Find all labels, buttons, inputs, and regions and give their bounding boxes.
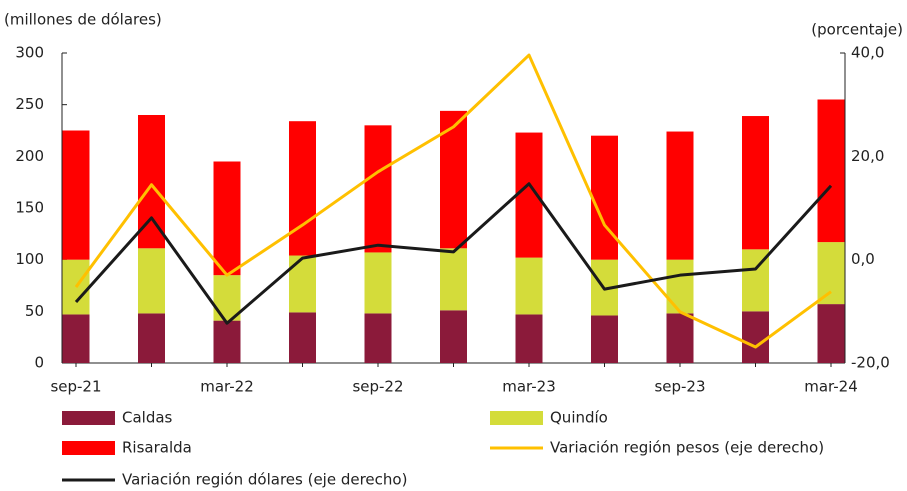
bar [62, 314, 90, 363]
line [74, 53, 832, 349]
x-tick-label: mar-22 [200, 378, 254, 396]
bar [591, 135, 618, 260]
x-tick-label: mar-24 [804, 378, 858, 396]
bar [817, 304, 845, 363]
y-axis-label: (millones de dólares) [4, 11, 162, 29]
x-tick-label: mar-23 [502, 378, 556, 396]
y2-tick-label: 0,0 [851, 250, 875, 268]
legend-label: Variación región pesos (eje derecho) [550, 439, 824, 457]
bar [62, 130, 90, 260]
bar [742, 311, 769, 363]
y2-axis-label: (porcentaje) [811, 21, 903, 39]
y-tick-label: 300 [15, 44, 44, 62]
y-tick-label: 100 [15, 250, 44, 268]
legend-swatch [62, 411, 115, 425]
bar [213, 320, 241, 363]
y-tick-label: 50 [25, 302, 44, 320]
legend-swatch [62, 441, 115, 455]
bar [138, 248, 165, 314]
bar [138, 313, 165, 363]
bar [364, 252, 392, 314]
bar [364, 313, 392, 363]
y2-tick-label: 20,0 [851, 147, 884, 165]
line [74, 182, 833, 325]
bar [666, 131, 694, 260]
y-tick-label: 0 [34, 354, 44, 372]
bar [515, 257, 543, 315]
x-tick-label: sep-23 [654, 378, 705, 396]
bar [666, 259, 694, 314]
bar [817, 242, 845, 305]
legend-swatch [490, 411, 543, 425]
y-tick-label: 200 [15, 147, 44, 165]
bar [742, 116, 769, 250]
bar [440, 248, 467, 311]
y2-tick-label: 40,0 [851, 44, 884, 62]
bar [289, 312, 316, 363]
legend-label: Quindío [550, 409, 608, 427]
bar [289, 121, 316, 256]
bar [666, 313, 694, 363]
bar [289, 255, 316, 313]
legend-label: Variación región dólares (eje derecho) [122, 471, 407, 489]
bar [440, 310, 467, 363]
bar [364, 125, 392, 253]
x-tick-label: sep-22 [352, 378, 403, 396]
legend-label: Caldas [122, 409, 173, 427]
legend-label: Risaralda [122, 439, 192, 457]
y-tick-label: 250 [15, 95, 44, 113]
bar [591, 315, 618, 363]
y-tick-label: 150 [15, 199, 44, 217]
bar [515, 314, 543, 363]
x-tick-label: sep-21 [50, 378, 101, 396]
y2-tick-label: -20,0 [851, 354, 890, 372]
bar [213, 161, 241, 276]
bar [817, 99, 845, 243]
